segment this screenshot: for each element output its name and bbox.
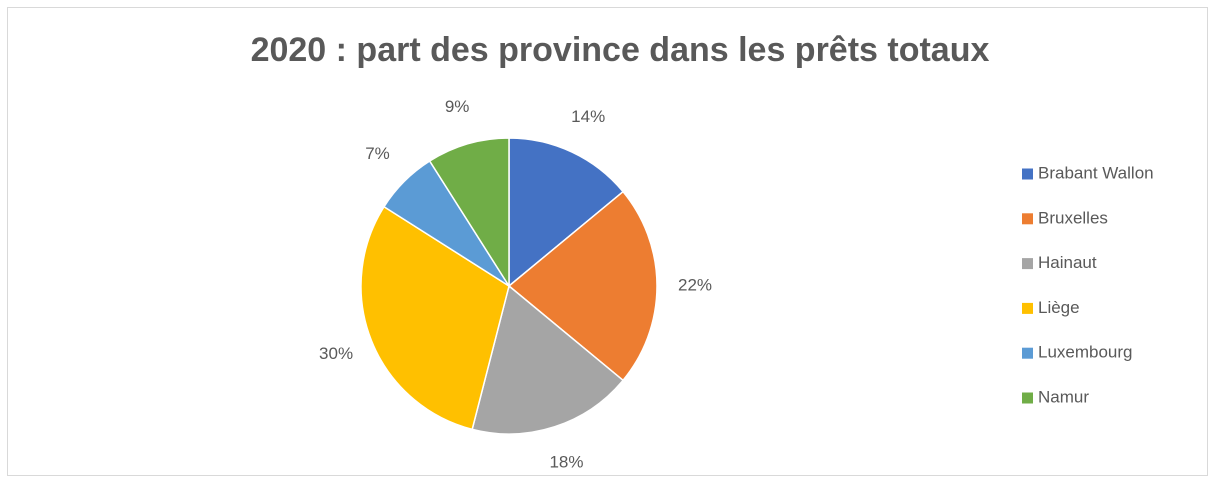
legend-label: Luxembourg (1038, 343, 1133, 362)
legend-label: Hainaut (1038, 253, 1097, 272)
data-label: 18% (549, 452, 583, 471)
legend-swatch (1022, 392, 1033, 404)
legend-swatch (1022, 168, 1033, 180)
data-label: 9% (445, 97, 470, 116)
legend-label: Liège (1038, 298, 1080, 317)
legend-swatch (1022, 213, 1033, 225)
pie-slice (471, 284, 625, 435)
data-label: 14% (571, 107, 605, 126)
legend-label: Namur (1038, 387, 1089, 406)
pie-slice (360, 205, 510, 431)
data-label: 30% (319, 344, 353, 363)
pie-slice (428, 137, 510, 289)
legend-swatch (1022, 302, 1033, 314)
pie-slice (507, 190, 658, 382)
data-label: 7% (365, 144, 390, 163)
legend-swatch (1022, 258, 1033, 270)
pie-slice (508, 137, 625, 288)
legend-swatch (1022, 347, 1033, 359)
legend-label: Brabant Wallon (1038, 163, 1154, 182)
data-label: 22% (678, 275, 712, 294)
legend-label: Bruxelles (1038, 208, 1108, 227)
chart-title: 2020 : part des province dans les prêts … (251, 31, 990, 69)
